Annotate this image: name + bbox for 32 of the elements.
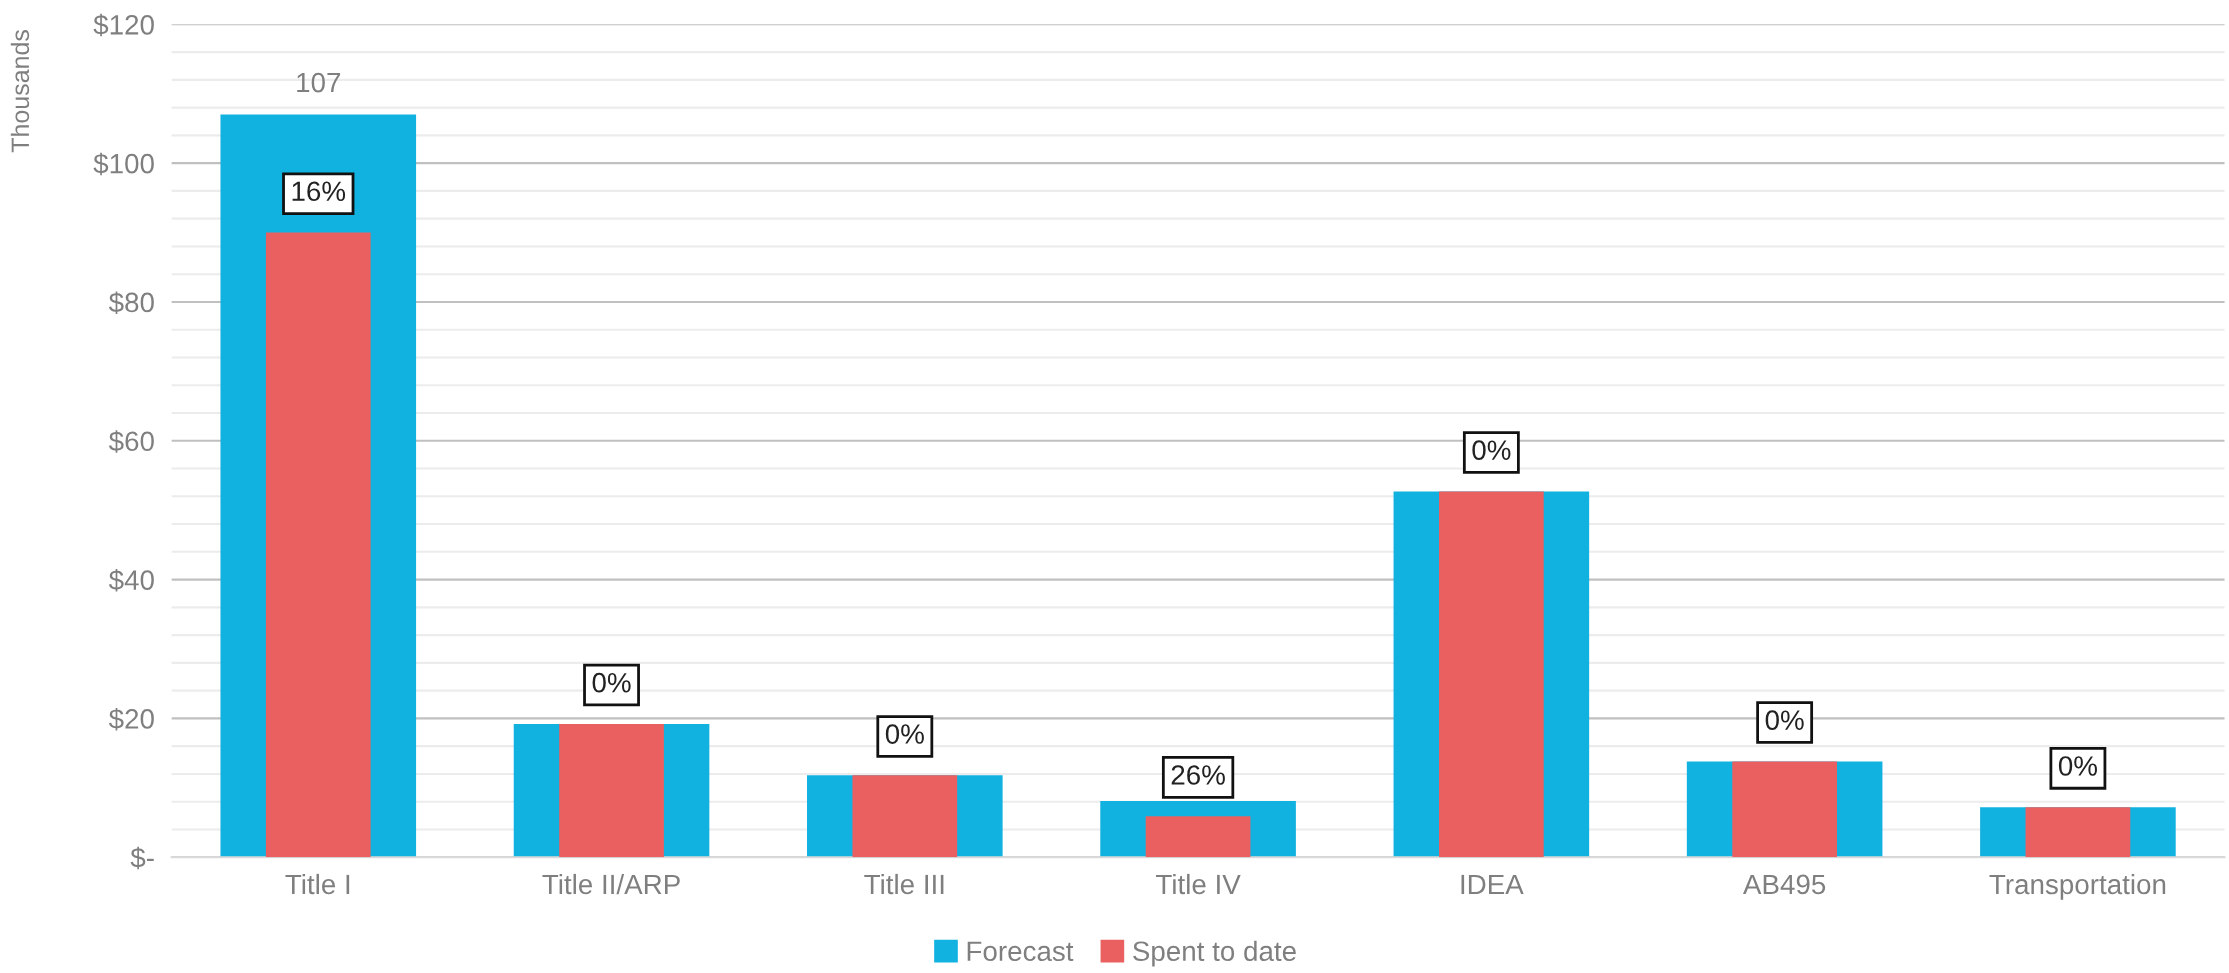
- bar: [1145, 816, 1251, 858]
- y-tick-label: $60: [108, 430, 154, 453]
- annotation: 0%: [592, 672, 631, 693]
- x-tick-label: IDEA: [1461, 874, 1524, 895]
- x-tick-label: Title IV: [1156, 873, 1241, 895]
- data-label: 107: [297, 72, 341, 93]
- x-tick-label: Transportation: [1989, 873, 2166, 900]
- bar: [559, 723, 664, 858]
- annotation: 26%: [1171, 765, 1225, 785]
- x-tick-label: Title I: [285, 873, 350, 895]
- legend-label: Spent to date: [1133, 940, 1296, 967]
- bar: [852, 775, 958, 858]
- legend-label: Forecast: [967, 941, 1074, 962]
- x-tick-label: Title II/ARP: [542, 873, 680, 895]
- bar: [1732, 761, 1837, 858]
- x-tick-label: AB495: [1742, 874, 1826, 895]
- annotation: 0%: [2058, 756, 2097, 776]
- annotation: 0%: [1765, 710, 1804, 730]
- y-tick-label: $20: [108, 707, 154, 731]
- bar: [2025, 807, 2131, 858]
- annotation: 0%: [885, 724, 924, 744]
- y-axis-title: Thousands: [10, 30, 30, 153]
- y-tick-label: $100: [93, 152, 154, 176]
- y-tick-label: $80: [108, 291, 154, 314]
- bar: [265, 232, 371, 858]
- y-tick-label: $40: [108, 569, 154, 592]
- bar: [1439, 491, 1544, 858]
- annotation: 0%: [1472, 440, 1511, 460]
- annotation: 16%: [292, 181, 346, 202]
- y-tick-label: $-: [130, 846, 154, 870]
- x-tick-label: Title III: [864, 873, 944, 895]
- y-tick-label: $120: [93, 13, 154, 37]
